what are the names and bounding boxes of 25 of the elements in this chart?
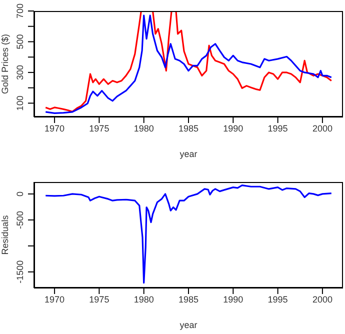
y-tick-label: -1500 (15, 260, 25, 284)
x-tick-label: 1970 (44, 294, 65, 304)
x-tick-label: 1995 (268, 294, 288, 304)
x-tick-label: 1990 (223, 123, 244, 134)
y-axis-title: Gold Prices ($) (0, 34, 10, 94)
x-tick-label: 1980 (134, 294, 154, 304)
y-tick-label: 100 (15, 96, 25, 111)
y-tick-label: 0 (15, 191, 25, 196)
x-tick-label: 2000 (312, 294, 332, 304)
x-tick-label: 1980 (134, 123, 154, 134)
x-tick-label: 1985 (178, 123, 199, 134)
x-tick-label: 1990 (223, 294, 244, 304)
x-tick-label: 1975 (89, 294, 110, 304)
y-tick-label: 500 (15, 34, 25, 50)
y-tick-label: 300 (15, 64, 25, 80)
y-tick-label: 700 (15, 3, 25, 19)
y-axis-title: Residuals (0, 214, 10, 255)
x-axis-title: year (180, 149, 198, 159)
x-tick-label: 1970 (44, 123, 65, 134)
y-tick-label: -500 (15, 210, 25, 229)
x-axis-title: year (180, 320, 198, 330)
x-tick-label: 2000 (312, 123, 332, 134)
x-tick-label: 1985 (178, 294, 199, 304)
x-tick-label: 1995 (268, 123, 288, 134)
x-tick-label: 1975 (89, 123, 110, 134)
